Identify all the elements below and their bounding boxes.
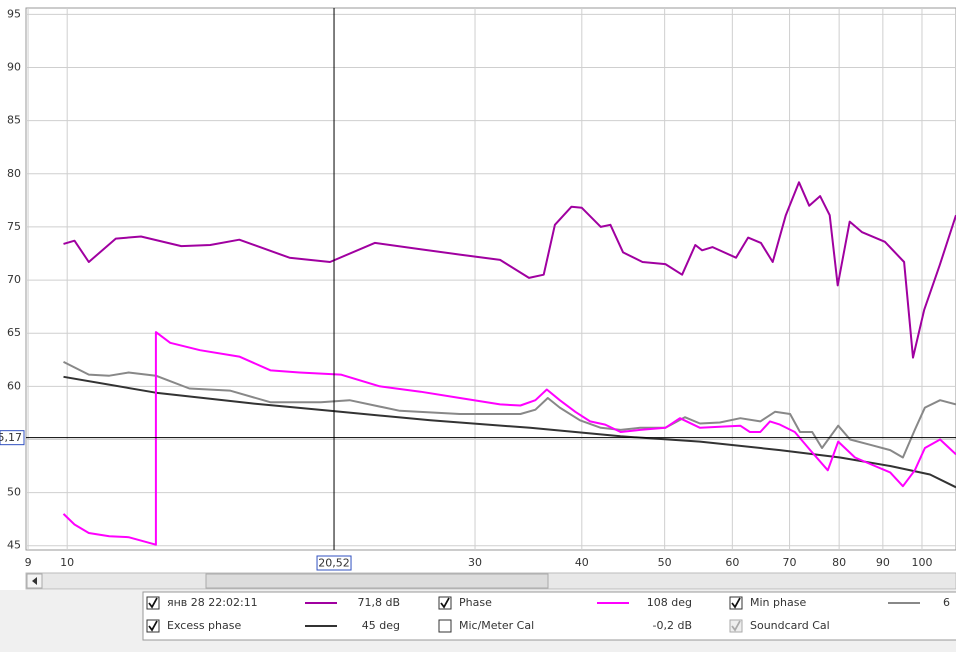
checkmark [731, 597, 741, 609]
legend-label: янв 28 22:02:11 [167, 596, 258, 609]
x-tick-label: 70 [783, 556, 797, 569]
cursor-label-box [0, 430, 25, 446]
legend-value: 71,8 dB [357, 596, 400, 609]
legend-checkbox[interactable] [438, 619, 452, 633]
checkmark [148, 597, 158, 609]
legend-label: Phase [459, 596, 492, 609]
legend-value: 108 deg [647, 596, 692, 609]
legend-panel [142, 591, 956, 641]
x-tick-label: 50 [658, 556, 672, 569]
legend-value: 45 deg [362, 619, 400, 632]
series-line [63, 181, 956, 359]
legend-value: 6 [943, 596, 950, 609]
plot-area [25, 7, 956, 551]
x-tick-label: 10 [60, 556, 74, 569]
y-tick-label: 45 [7, 539, 21, 552]
checkmark [440, 597, 450, 609]
cursor-label: 20,52 [318, 557, 350, 570]
y-tick-label: 75 [7, 220, 21, 233]
y-tick-label: 90 [7, 61, 21, 74]
y-tick-label: 95 [7, 7, 21, 20]
legend-value: -0,2 dB [653, 619, 693, 632]
y-tick-label: 80 [7, 167, 21, 180]
legend-label: Excess phase [167, 619, 241, 632]
legend-label: Soundcard Cal [750, 619, 830, 632]
x-tick-label: 90 [876, 556, 890, 569]
x-tick-label: 9 [25, 556, 32, 569]
x-tick-label: 100 [911, 556, 932, 569]
cursor-label-box [316, 555, 352, 571]
scroll-arrow [32, 577, 37, 585]
checkmark [731, 620, 741, 632]
x-tick-label: 40 [575, 556, 589, 569]
y-tick-label: 70 [7, 273, 21, 286]
y-tick-label: 85 [7, 114, 21, 127]
series-line [62, 331, 956, 546]
legend-label: Min phase [750, 596, 806, 609]
series-line [63, 361, 956, 459]
x-tick-label: 30 [468, 556, 482, 569]
legend-label: Mic/Meter Cal [459, 619, 534, 632]
y-tick-label: 50 [7, 486, 21, 499]
x-tick-label: 60 [725, 556, 739, 569]
scroll-thumb[interactable] [205, 573, 549, 589]
checkmark [148, 620, 158, 632]
cursor-label: 5,17 [0, 431, 22, 444]
x-tick-label: 80 [832, 556, 846, 569]
series-line [63, 375, 956, 489]
y-tick-label: 60 [7, 379, 21, 392]
y-tick-label: 65 [7, 326, 21, 339]
